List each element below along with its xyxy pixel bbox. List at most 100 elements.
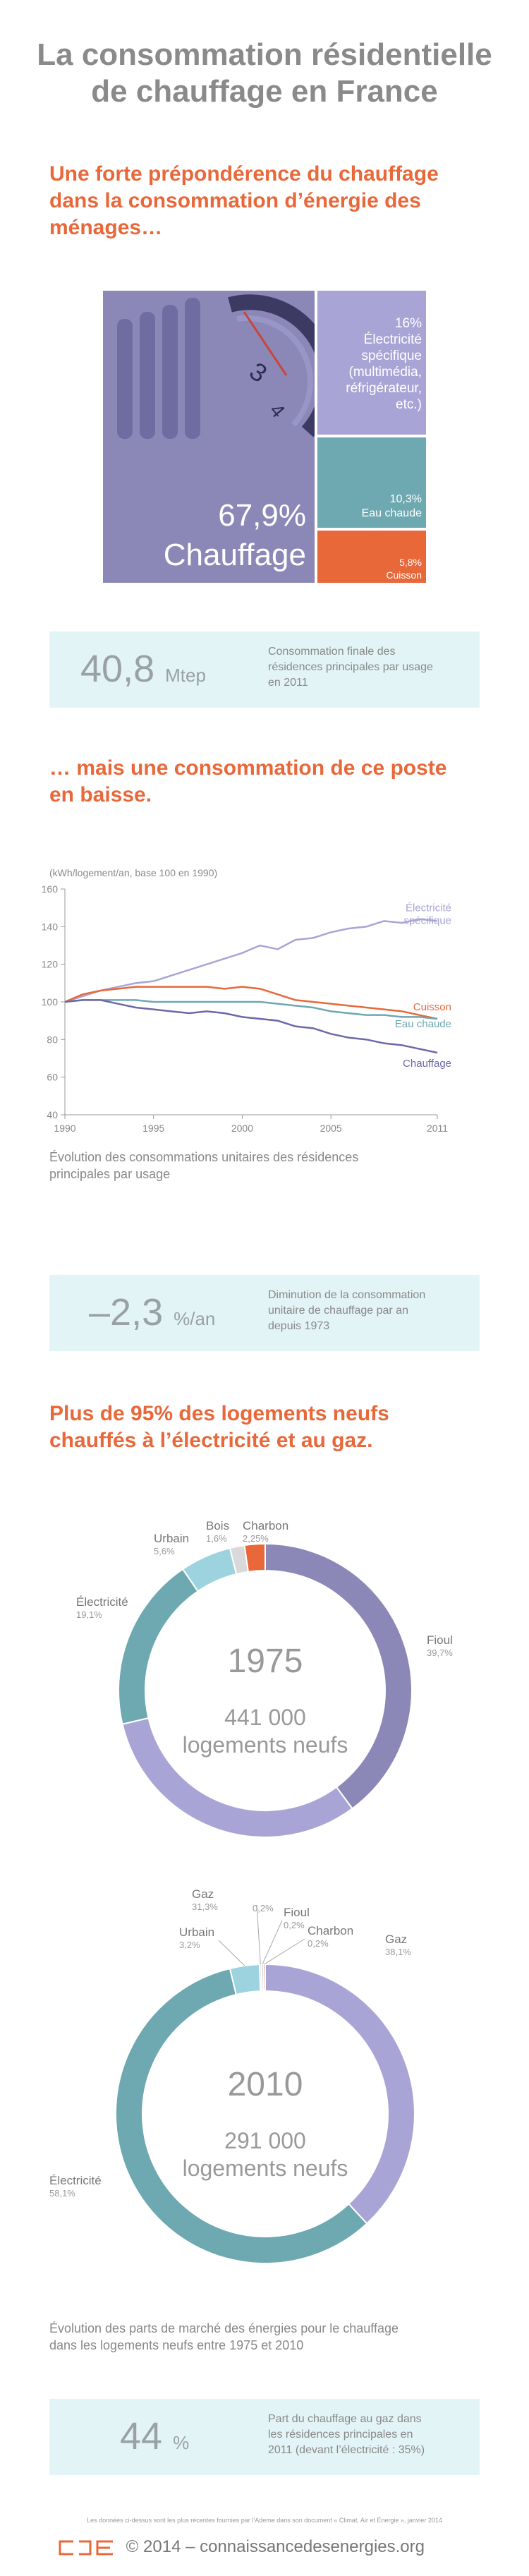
treemap-chauffage: 3 4 67,9% Chauffage	[103, 291, 315, 583]
specifique-label-3: (multimédia,	[348, 365, 422, 380]
series-label-cuisson: Cuisson	[413, 1001, 451, 1013]
y-tick-label: 100	[42, 996, 59, 1008]
kpi-diminution: –2,3 %/an Diminution de la consommation …	[49, 1275, 480, 1351]
treemap-eau-chaude: 10,3% Eau chaude	[317, 437, 426, 528]
section-1-title: Une forte prépondérence du chauffage dan…	[49, 161, 487, 241]
donut-label-gaz: Gaz	[192, 1887, 214, 1901]
kpi-3-desc-1: Part du chauffage au gaz dans	[268, 2413, 422, 2425]
donut-slice-charbon	[262, 1963, 266, 1993]
donut-2010-slices	[115, 1963, 415, 2264]
x-tick-label: 1995	[142, 1123, 164, 1134]
chauffage-label: Chauffage	[163, 538, 306, 572]
section-1-line-1: Une forte prépondérence du chauffage	[49, 162, 439, 186]
line-chart-caption: Évolution des consommations unitaires de…	[49, 1149, 358, 1183]
line-chart: (kWh/logement/an, base 100 en 1990) 1601…	[42, 867, 451, 1134]
specifique-label-5: etc.)	[396, 397, 422, 412]
donut-pct-charbon: 0,2%	[308, 1938, 329, 1949]
kpi-2-description: Diminution de la consommation unitaire d…	[268, 1288, 425, 1334]
donut-pct-urbain: 3,2%	[179, 1940, 200, 1950]
cuisson-pct: 5,8%	[399, 557, 422, 568]
donut-leader-charbon	[264, 1938, 305, 1965]
donut-caption: Évolution des parts de marché des énergi…	[49, 2320, 399, 2354]
donut-pct-gaz: 31,3%	[192, 1901, 218, 1912]
y-tick-label: 140	[42, 921, 59, 932]
footer-brand: © 2014 – connaissancedesenergies.org	[58, 2537, 425, 2557]
x-tick-label: 2005	[320, 1123, 342, 1134]
donut-2010-labels: Gaz38,1%Électricité58,1%Urbain3,2%Bois0,…	[49, 1905, 411, 2199]
donut-chart-2010: Gaz38,1%Électricité58,1%Urbain3,2%Bois0,…	[49, 1905, 415, 2264]
section-3-title: Plus de 95% des logements neufs chauffés…	[49, 1401, 487, 1454]
kpi-2-desc-3: depuis 1973	[268, 1320, 330, 1332]
series-line-cuisson	[64, 986, 438, 1020]
radiator-thermostat-icon: 3 4	[103, 291, 315, 583]
eau-label: Eau chaude	[361, 507, 422, 519]
donut-pct-electricite: 58,1%	[49, 2188, 75, 2199]
specifique-pct: 16%	[394, 316, 422, 331]
kpi-1-desc-2: résidences principales par usage	[268, 661, 433, 673]
donut-2010-count: 291 000	[224, 2128, 306, 2153]
section-2-line-2: en baisse.	[49, 783, 152, 806]
kpi-consommation: 40,8 Mtep Consommation finale des réside…	[49, 631, 480, 708]
kpi-2-number: –2,3	[89, 1291, 164, 1334]
kpi-2-desc-2: unitaire de chauffage par an	[268, 1305, 408, 1317]
footer-brand-link[interactable]: © 2014 – connaissancedesenergies.org	[126, 2537, 425, 2556]
page-title: La consommation résidentielle de chauffa…	[0, 37, 529, 110]
chauffage-pct: 67,9%	[218, 498, 306, 533]
x-tick-label: 2000	[231, 1123, 253, 1134]
donut-label-urbain: Urbain	[154, 1532, 189, 1545]
y-tick-label: 80	[47, 1034, 58, 1045]
specifique-label-2: spécifique	[361, 349, 422, 363]
line-chart-y-label: (kWh/logement/an, base 100 en 1990)	[49, 867, 217, 878]
y-tick-label: 40	[47, 1109, 58, 1120]
donut-slice-electricite	[115, 1967, 368, 2264]
donut-leader-urbain	[218, 1940, 245, 1966]
treemap-specifique: 16% Électricité spécifique (multimédia, …	[317, 291, 426, 435]
donut-pct-electricite: 19,1%	[76, 1609, 102, 1620]
donut-1975-slices	[118, 1542, 413, 1838]
kpi-3-description: Part du chauffage au gaz dans les réside…	[268, 2412, 425, 2458]
donut-label-charbon: Charbon	[308, 1924, 353, 1937]
kpi-1-value: 40,8 Mtep	[80, 647, 206, 691]
donut-label-bois: Bois	[206, 1519, 229, 1532]
series-line-eau-chaude	[64, 999, 438, 1020]
donut-label-urbain: Urbain	[179, 1925, 214, 1939]
line-chart-caption-2: principales par usage	[49, 1167, 171, 1181]
donut-pct-gaz: 38,1%	[385, 1947, 411, 1957]
series-label-eau-chaude: Eau chaude	[395, 1018, 451, 1030]
y-tick-label: 120	[42, 959, 59, 970]
series-label-chauffage: Chauffage	[403, 1058, 451, 1070]
donut-label-electricite: Électricité	[49, 2174, 102, 2187]
line-chart-axes: 160 140 120 100 80 60 40 1990 1995 2000 2005 2011	[42, 883, 449, 1134]
footer-note: Les données ci-dessus sont les plus réce…	[87, 2517, 442, 2524]
donut-leader-fioul	[262, 1920, 283, 1965]
kpi-gaz: 44 % Part du chauffage au gaz dans les r…	[49, 2399, 480, 2475]
donut-slice-charbon	[243, 1542, 266, 1573]
donut-caption-1: Évolution des parts de marché des énergi…	[49, 2321, 399, 2335]
series-label-electricite-specifique-2: spécifique	[403, 914, 451, 926]
title-line-2: de chauffage en France	[91, 74, 438, 109]
title-line-1: La consommation résidentielle	[37, 37, 492, 72]
line-chart-caption-1: Évolution des consommations unitaires de…	[49, 1150, 359, 1164]
kpi-3-number: 44	[120, 2415, 163, 2457]
section-1-line-3: ménages…	[49, 216, 163, 239]
donut-pct-fioul: 0,2%	[284, 1920, 305, 1930]
kpi-3-unit: %	[173, 2432, 190, 2453]
kpi-1-description: Consommation finale des résidences princ…	[268, 644, 433, 691]
x-tick-label: 1990	[54, 1123, 75, 1134]
donut-label-fioul: Fioul	[284, 1906, 310, 1919]
donut-pct-bois: 0,2%	[253, 1905, 274, 1913]
donut-pct-fioul: 39,7%	[427, 1647, 453, 1658]
x-tick-label: 2011	[427, 1123, 448, 1134]
kpi-1-desc-1: Consommation finale des	[268, 646, 396, 658]
donut-pct-bois: 1,6%	[206, 1533, 227, 1544]
section-1-line-2: dans la consommation d’énergie des	[49, 189, 421, 212]
donut-slice-urbain	[229, 1964, 262, 1996]
series-line-electricite-specifique	[64, 918, 438, 1003]
donut-2010-year: 2010	[228, 2066, 303, 2103]
specifique-label-1: Électricité	[363, 332, 422, 347]
donut-caption-2: dans les logements neufs entre 1975 et 2…	[49, 2338, 304, 2352]
series-label-electricite-specifique: Électricité	[406, 902, 451, 914]
kpi-3-desc-3: 2011 (devant l’électricité : 35%)	[268, 2444, 425, 2456]
